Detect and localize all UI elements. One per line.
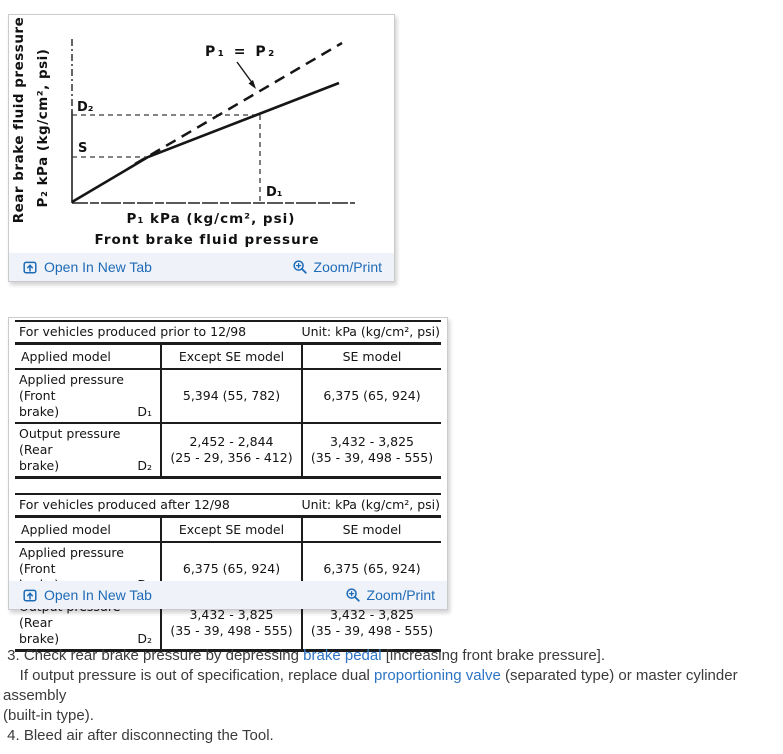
tables-image-area: For vehicles produced prior to 12/98 Uni… (9, 318, 447, 652)
header-se-model: SE model (301, 343, 441, 370)
tables-panel-footer: Open In New Tab Zoom/Print (9, 581, 447, 609)
spec-tables-panel: For vehicles produced prior to 12/98 Uni… (8, 317, 448, 652)
pressure-chart: P₁ = P₂ D₂ S D₁ P₁ kPa (kg/cm², psi) Fro… (11, 17, 355, 248)
x-axis-label-units: P₁ kPa (kg/cm², psi) (127, 211, 296, 227)
header-se-model: SE model (301, 516, 441, 543)
table-caption: For vehicles produced prior to 12/98 (19, 324, 247, 339)
spec-table-prior-1298: For vehicles produced prior to 12/98 Uni… (15, 320, 441, 479)
procedure-notes: 3. Check rear brake pressure by depressi… (3, 646, 781, 746)
annotation-arrowhead (248, 80, 256, 89)
graph-image-area: P₁ = P₂ D₂ S D₁ P₁ kPa (kg/cm², psi) Fro… (9, 15, 394, 253)
header-except-se-model: Except SE model (160, 343, 302, 370)
open-in-new-tab-icon[interactable] (22, 259, 38, 275)
value-cell: 2,452 - 2,844 (25 - 29, 356 - 412) (160, 423, 302, 479)
open-in-new-tab-icon[interactable] (22, 587, 38, 603)
note-step-3: 3. Check rear brake pressure by depressi… (3, 647, 606, 664)
value-cell: 5,394 (55, 782) (160, 369, 302, 424)
table-row: Output pressure (Rear brake) D₂ 2,452 - 2… (15, 423, 441, 479)
annotation-arrow (236, 61, 254, 85)
open-in-new-tab-link[interactable]: Open In New Tab (22, 587, 152, 603)
valve-output-line (71, 81, 340, 204)
ideal-line (134, 41, 343, 166)
zoom-print-label: Zoom/Print (366, 587, 435, 603)
proportioning-valve-link[interactable]: proportioning valve (374, 667, 501, 684)
zoom-print-link[interactable]: Zoom/Print (345, 587, 435, 603)
d2-label: D₂ (77, 100, 94, 115)
d1-label: D₁ (266, 185, 283, 200)
header-applied-model: Applied model (15, 516, 161, 543)
table-unit: Unit: kPa (kg/cm², psi) (301, 324, 440, 339)
row-symbol: D₂ (137, 631, 152, 646)
header-applied-model: Applied model (15, 343, 161, 370)
brake-pedal-link[interactable]: brake pedal (303, 647, 382, 664)
row-label: Output pressure (Rear brake)D₂ (15, 423, 161, 479)
spec-table-after-1298: For vehicles produced after 12/98 Unit: … (15, 493, 441, 652)
y-axis-label-title: Rear brake fluid pressure (11, 17, 27, 224)
value-cell: 3,432 - 3,825 (35 - 39, 498 - 555) (301, 423, 441, 479)
graph-panel: P₁ = P₂ D₂ S D₁ P₁ kPa (kg/cm², psi) Fro… (8, 14, 395, 282)
equal-label: P₁ = P₂ (205, 44, 277, 60)
graph-panel-footer: Open In New Tab Zoom/Print (9, 253, 394, 281)
open-in-new-tab-label: Open In New Tab (44, 259, 152, 275)
y-axis-label-units: P₂ kPa (kg/cm², psi) (35, 49, 51, 208)
open-in-new-tab-link[interactable]: Open In New Tab (22, 259, 152, 275)
header-except-se-model: Except SE model (160, 516, 302, 543)
zoom-print-link[interactable]: Zoom/Print (292, 259, 382, 275)
row-symbol: D₂ (137, 458, 152, 473)
value-cell: 6,375 (65, 924) (301, 369, 441, 424)
table-unit: Unit: kPa (kg/cm², psi) (301, 497, 440, 512)
row-symbol: D₁ (137, 404, 152, 419)
note-step-3-cont: If output pressure is out of specificati… (3, 667, 738, 704)
zoom-print-label: Zoom/Print (313, 259, 382, 275)
s-label: S (78, 141, 87, 156)
zoom-print-icon[interactable] (345, 587, 361, 603)
table-caption: For vehicles produced after 12/98 (19, 497, 230, 512)
table-row: Applied pressure (Front brake) D₁ 5,394 (… (15, 369, 441, 424)
zoom-print-icon[interactable] (292, 259, 308, 275)
open-in-new-tab-label: Open In New Tab (44, 587, 152, 603)
row-label: Applied pressure (Front brake)D₁ (15, 369, 161, 424)
note-step-4: 4. Bleed air after disconnecting the Too… (3, 727, 274, 744)
x-axis-label-title: Front brake fluid pressure (94, 232, 319, 248)
note-step-3-wrap: (built-in type). (3, 707, 94, 724)
